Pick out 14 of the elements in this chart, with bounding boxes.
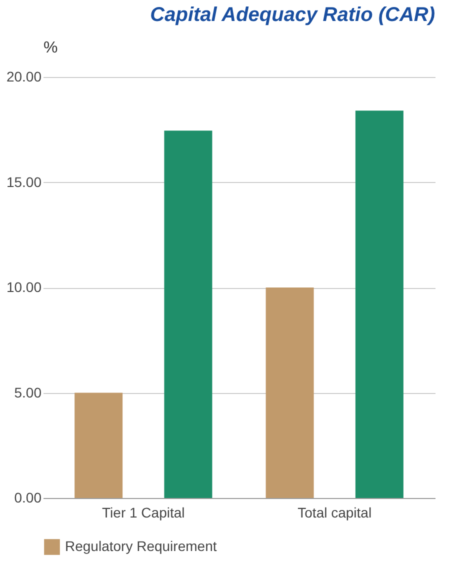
y-axis-title: % bbox=[44, 40, 58, 56]
bar bbox=[164, 130, 212, 498]
x-tick-label: Total capital bbox=[298, 504, 372, 520]
bar bbox=[266, 288, 314, 498]
y-tick-label: 10.00 bbox=[6, 279, 42, 295]
bar bbox=[355, 110, 404, 498]
y-tick-label: 20.00 bbox=[6, 68, 42, 84]
y-tick-label: 15.00 bbox=[6, 174, 42, 190]
bar bbox=[74, 392, 123, 498]
legend-label: Regulatory Requirement bbox=[65, 538, 217, 554]
x-tick-label: Tier 1 Capital bbox=[102, 504, 185, 520]
y-tick-label: 0.00 bbox=[14, 490, 42, 506]
chart-title: Capital Adequacy Ratio (CAR) bbox=[150, 4, 436, 26]
y-tick-label: 5.00 bbox=[14, 384, 42, 400]
